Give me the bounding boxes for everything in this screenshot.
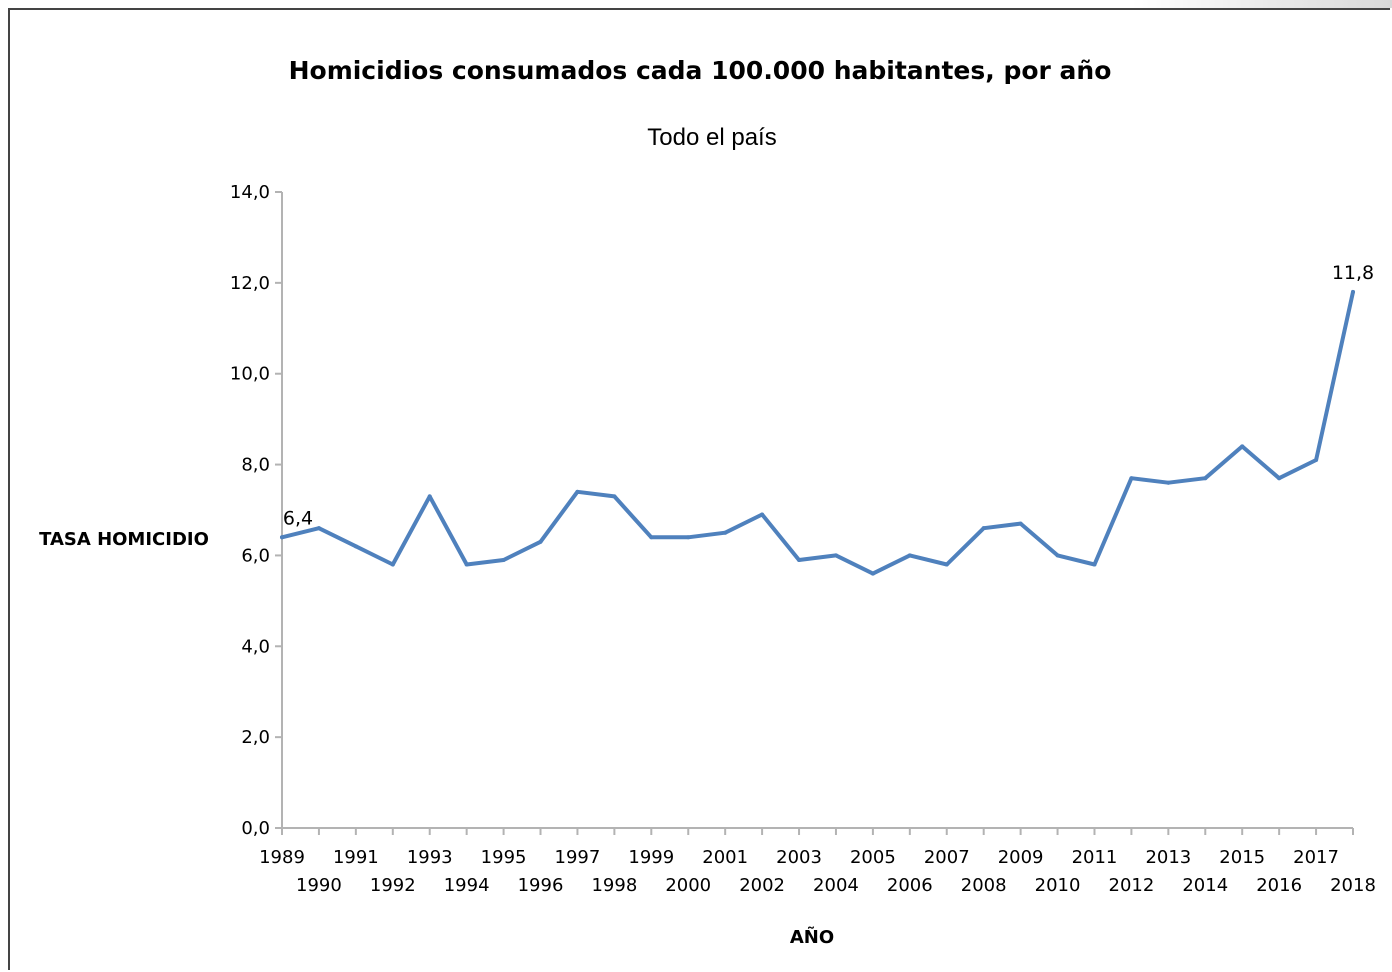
x-tick-label: 1993 [407,847,453,868]
x-tick-label: 2004 [813,875,859,896]
data-point [870,571,875,576]
y-tick-label: 2,0 [241,727,270,748]
data-point [944,562,949,567]
data-point [1351,289,1355,294]
data-point [1092,562,1097,567]
chart-frame [8,8,1390,970]
x-tick-label: 1994 [444,875,490,896]
data-point [760,512,765,517]
data-point [316,526,321,531]
x-tick-label: 2016 [1256,875,1302,896]
x-tick-label: 2011 [1072,847,1118,868]
x-tick-label: 2003 [776,847,822,868]
window-edge [1132,0,1392,8]
data-point [723,530,728,535]
chart-title: Homicidios consumados cada 100.000 habit… [289,56,1112,85]
data-point [1018,521,1023,526]
y-tick-label: 4,0 [241,636,270,657]
data-point [649,535,654,540]
data-point [797,557,802,562]
data-label: 11,8 [1332,262,1374,284]
y-tick-label: 12,0 [230,273,270,294]
x-tick-label: 2008 [961,875,1007,896]
x-tick-label: 2006 [887,875,933,896]
data-point [1203,476,1208,481]
x-tick-label: 2010 [1035,875,1081,896]
data-point [981,526,986,531]
y-tick-label: 14,0 [230,182,270,203]
data-point [353,544,358,549]
x-tick-label: 1991 [333,847,379,868]
data-point [1277,476,1282,481]
x-axis-title: AÑO [790,925,834,948]
y-tick-label: 0,0 [241,818,270,839]
data-point [501,557,506,562]
data-label: 6,4 [283,507,313,529]
y-axis-title: TASA HOMICIDIO [39,529,209,550]
x-tick-label: 2015 [1219,847,1265,868]
x-tick-label: 2018 [1330,875,1376,896]
x-tick-label: 1999 [628,847,674,868]
x-tick-label: 2005 [850,847,896,868]
x-tick-label: 1995 [481,847,527,868]
data-point [1240,444,1245,449]
x-tick-label: 2012 [1109,875,1155,896]
x-tick-label: 2002 [739,875,785,896]
x-tick-label: 2000 [665,875,711,896]
x-tick-label: 1996 [518,875,564,896]
data-point [427,494,432,499]
y-tick-label: 6,0 [241,545,270,566]
data-point [575,489,580,494]
chart-subtitle: Todo el país [647,124,776,151]
x-tick-label: 1997 [555,847,601,868]
x-tick-label: 1998 [591,875,637,896]
y-tick-label: 8,0 [241,455,270,476]
data-point [1055,553,1060,558]
x-tick-label: 2017 [1293,847,1339,868]
x-tick-label: 1989 [259,847,305,868]
data-point [1129,476,1134,481]
axes: 0,0 2,0 4,0 6,0 8,0 10,0 12,0 14,0 1989 1990 1991 1… [230,182,1376,896]
x-tick-label: 2001 [702,847,748,868]
data-point [1314,458,1319,463]
series-line [280,289,1355,576]
data-point [464,562,469,567]
data-point [612,494,617,499]
data-point [390,562,395,567]
data-point [280,535,284,540]
x-tick-label: 2009 [998,847,1044,868]
y-tick-label: 10,0 [230,364,270,385]
data-point [1166,480,1171,485]
x-tick-label: 2014 [1182,875,1228,896]
data-point [538,539,543,544]
x-tick-label: 2007 [924,847,970,868]
data-point [686,535,691,540]
x-tick-label: 1992 [370,875,416,896]
x-tick-label: 2013 [1145,847,1191,868]
data-point [907,553,912,558]
series: 6,4 11,8 [280,262,1374,576]
data-point [833,553,838,558]
x-tick-label: 1990 [296,875,342,896]
